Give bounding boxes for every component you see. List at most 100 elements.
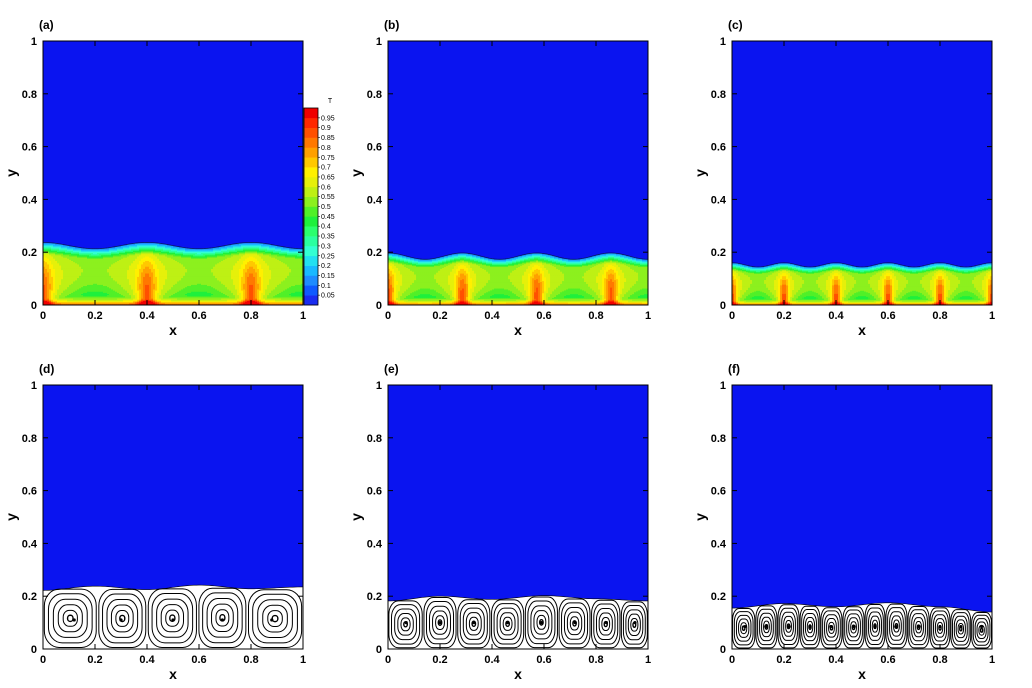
temperature-cell [43, 302, 46, 305]
temperature-cell [75, 303, 78, 305]
temperature-cell [53, 291, 56, 293]
temperature-cell [99, 266, 102, 268]
temperature-cell [107, 268, 110, 271]
temperature-cell [47, 269, 50, 272]
temperature-cell [237, 278, 240, 281]
temperature-cell [187, 285, 190, 288]
temperature-cell [275, 294, 278, 297]
temperature-cell [219, 294, 222, 297]
temperature-cell [87, 285, 90, 288]
temperature-cell [229, 276, 232, 279]
temperature-cell [177, 267, 180, 269]
temperature-cell [87, 300, 90, 302]
temperature-cell [273, 261, 276, 264]
temperature-cell [263, 267, 266, 269]
temperature-cell [117, 277, 120, 280]
temperature-cell [89, 269, 92, 272]
temperature-cell [177, 276, 180, 279]
temperature-cell [57, 264, 60, 266]
temperature-cell [167, 275, 170, 277]
temperature-cell [145, 264, 148, 266]
temperature-cell [75, 299, 78, 301]
temperature-cell [81, 292, 84, 295]
temperature-cell [219, 267, 222, 269]
temperature-cell [139, 265, 142, 267]
temperature-cell [125, 295, 128, 298]
temperature-cell [145, 276, 148, 279]
temperature-cell [133, 286, 136, 289]
temperature-cell [43, 277, 46, 280]
temperature-cell [131, 274, 134, 276]
temperature-cell [297, 266, 300, 268]
temperature-cell [103, 264, 106, 266]
temperature-cell [239, 289, 242, 291]
temperature-cell [217, 302, 220, 305]
temperature-cell [235, 266, 238, 268]
temperature-cell [167, 271, 170, 274]
temperature-cell [201, 294, 204, 297]
temperature-cell [79, 270, 82, 273]
temperature-cell [59, 284, 62, 287]
temperature-cell [93, 278, 96, 281]
temperature-cell [217, 261, 220, 264]
temperature-cell [217, 268, 220, 271]
temperature-cell [147, 287, 150, 290]
temperature-cell [51, 277, 54, 280]
temperature-cell [203, 264, 206, 266]
temperature-cell [285, 284, 288, 287]
temperature-cell [153, 289, 156, 291]
temperature-cell [189, 273, 192, 275]
temperature-cell [263, 273, 266, 275]
temperature-cell [229, 282, 232, 284]
temperature-cell [127, 284, 130, 287]
temperature-cell [193, 277, 196, 280]
temperature-cell [229, 298, 232, 300]
temperature-cell [47, 286, 50, 289]
temperature-cell [127, 261, 130, 264]
temperature-cell [153, 274, 156, 276]
temperature-cell [179, 274, 182, 276]
temperature-cell [233, 268, 236, 271]
temperature-cell [243, 292, 246, 295]
temperature-cell [85, 271, 88, 274]
temperature-cell [193, 281, 196, 283]
temperature-cell [121, 287, 124, 290]
temperature-cell [159, 293, 162, 296]
temperature-cell [251, 268, 254, 271]
temperature-cell [203, 294, 206, 297]
temperature-cell [61, 291, 64, 293]
temperature-cell [277, 279, 280, 282]
temperature-cell [241, 271, 244, 274]
temperature-cell [283, 279, 286, 282]
temperature-cell [49, 301, 52, 304]
temperature-cell [149, 271, 152, 274]
temperature-cell [259, 282, 262, 284]
temperature-cell [129, 293, 132, 296]
temperature-cell [283, 292, 286, 295]
temperature-cell [253, 282, 256, 284]
temperature-cell [59, 262, 62, 265]
temperature-cell [131, 285, 134, 288]
temperature-cell [235, 275, 238, 277]
temperature-cell [221, 301, 224, 304]
temperature-cell [109, 279, 112, 282]
temperature-cell [59, 301, 62, 304]
temperature-cell [47, 292, 50, 295]
temperature-cell [155, 277, 158, 280]
temperature-cell [217, 293, 220, 296]
temperature-cell [267, 298, 270, 300]
temperature-cell [203, 269, 206, 272]
temperature-cell [297, 287, 300, 290]
temperature-cell [49, 284, 52, 287]
temperature-cell [99, 284, 102, 287]
temperature-cell [273, 287, 276, 290]
temperature-cell [69, 294, 72, 297]
temperature-cell [67, 299, 70, 301]
temperature-cell [275, 290, 278, 292]
temperature-cell [267, 265, 270, 267]
temperature-cell [171, 262, 174, 265]
temperature-cell [291, 265, 294, 267]
temperature-cell [61, 276, 64, 279]
temperature-cell [187, 273, 190, 275]
temperature-cell [167, 286, 170, 289]
